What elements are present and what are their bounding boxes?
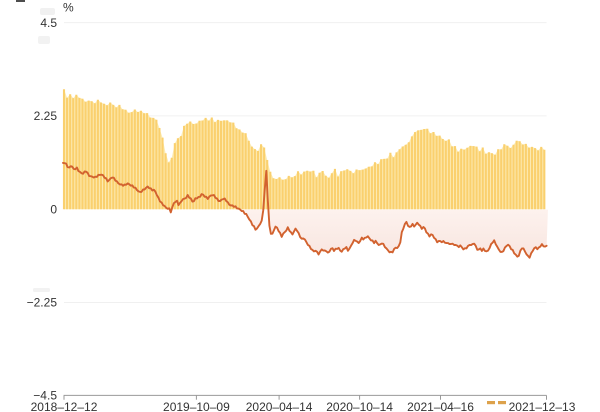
svg-text:−2.25: −2.25 (27, 296, 58, 310)
svg-text:2020–10–14: 2020–10–14 (326, 400, 393, 412)
svg-text:0: 0 (50, 202, 57, 216)
svg-text:2021–12–13: 2021–12–13 (509, 400, 576, 412)
svg-text:%: % (63, 1, 74, 15)
svg-text:2.25: 2.25 (34, 109, 58, 123)
svg-text:4.5: 4.5 (40, 16, 57, 30)
svg-text:2019–10–09: 2019–10–09 (163, 400, 230, 412)
svg-text:2021–04–16: 2021–04–16 (407, 400, 474, 412)
svg-text:2020–04–14: 2020–04–14 (246, 400, 313, 412)
svg-text:−4.5: −4.5 (33, 389, 57, 403)
svg-text:2018–12–12: 2018–12–12 (31, 400, 98, 412)
